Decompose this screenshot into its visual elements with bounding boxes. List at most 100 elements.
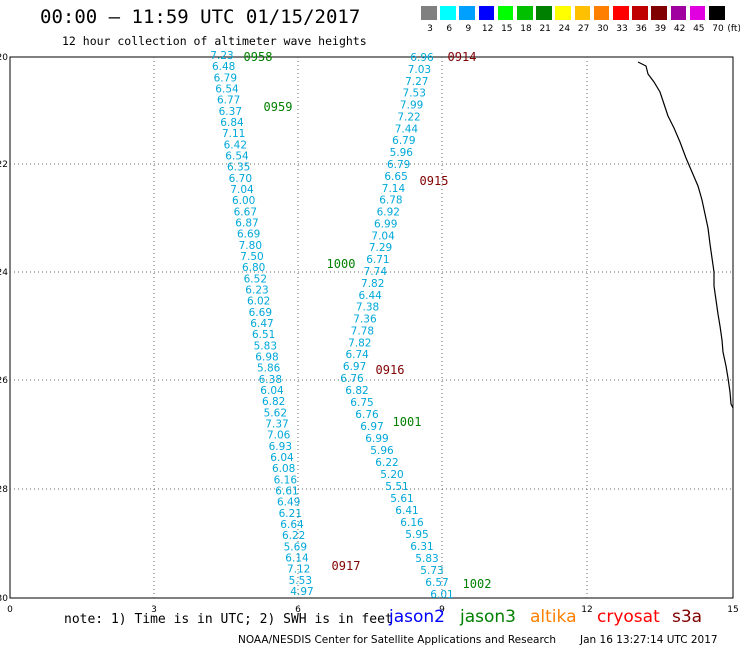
wave-height-label: 7.82 bbox=[348, 337, 371, 349]
wave-height-label: 6.54 bbox=[225, 151, 249, 163]
wave-height-label: 6.92 bbox=[377, 207, 400, 219]
legend-swatch bbox=[632, 6, 648, 20]
wave-height-label: 6.79 bbox=[392, 135, 415, 147]
legend-label: 33 bbox=[616, 24, 628, 34]
wave-height-label: 6.37 bbox=[219, 106, 242, 118]
legend-label: 36 bbox=[635, 24, 647, 34]
timestamp-text: Jan 16 13:27:14 UTC 2017 bbox=[580, 634, 718, 646]
wave-height-label: 6.49 bbox=[277, 497, 300, 509]
legend-label: 9 bbox=[465, 24, 472, 34]
wave-height-label: 5.96 bbox=[390, 147, 414, 159]
chart-title: 00:00 – 11:59 UTC 01/15/2017 bbox=[40, 6, 361, 28]
satellite-name-s3a: s3a bbox=[672, 607, 703, 627]
legend-label: 70 bbox=[712, 24, 724, 34]
wave-height-label: 6.08 bbox=[272, 463, 295, 475]
wave-height-label: 6.67 bbox=[234, 206, 257, 218]
legend-unit: (ft) bbox=[727, 24, 740, 34]
pass-time-label: 0917 bbox=[332, 559, 361, 573]
pass-time-label: 1002 bbox=[463, 577, 492, 591]
wave-height-label: 5.95 bbox=[405, 529, 428, 541]
wave-height-label: 6.35 bbox=[227, 162, 250, 174]
wave-height-label: 7.78 bbox=[351, 325, 374, 337]
plot-frame bbox=[9, 56, 734, 599]
legend-swatch bbox=[555, 6, 571, 20]
note-text: note: 1) Time is in UTC; 2) SWH is in fe… bbox=[64, 612, 393, 627]
wave-height-label: 7.03 bbox=[408, 64, 431, 76]
legend-swatch bbox=[536, 6, 552, 20]
pass-time-label: 0959 bbox=[264, 100, 293, 114]
wave-height-label: 6.01 bbox=[430, 589, 453, 601]
wave-height-label: 7.80 bbox=[239, 240, 262, 252]
wave-height-label: 7.50 bbox=[240, 251, 263, 263]
wave-height-label: 6.82 bbox=[345, 385, 368, 397]
wave-height-label: 7.29 bbox=[369, 242, 392, 254]
wave-height-label: 6.16 bbox=[400, 517, 424, 529]
wave-height-label: 5.83 bbox=[415, 553, 438, 565]
x-tick-label: 6 bbox=[295, 605, 301, 615]
legend-swatch bbox=[440, 6, 456, 20]
wave-height-label: 6.76 bbox=[340, 373, 364, 385]
wave-height-label: 6.47 bbox=[250, 318, 273, 330]
wave-height-label: 5.83 bbox=[254, 340, 277, 352]
x-tick-label: 15 bbox=[727, 605, 738, 615]
wave-height-label: 6.64 bbox=[280, 519, 304, 531]
legend-swatch bbox=[574, 6, 591, 20]
wave-height-label: 6.96 bbox=[410, 52, 434, 64]
satellite-name-cryosat: cryosat bbox=[597, 607, 660, 627]
wave-height-label: 6.57 bbox=[425, 577, 448, 589]
wave-height-label: 6.93 bbox=[269, 441, 292, 453]
wave-height-label: 6.23 bbox=[245, 285, 268, 297]
wave-height-label: 5.62 bbox=[264, 407, 287, 419]
wave-height-label: 5.53 bbox=[289, 575, 312, 587]
satellite-name-jason2: jason2 bbox=[389, 607, 445, 627]
wave-height-label: 6.74 bbox=[345, 349, 369, 361]
wave-height-label: 7.14 bbox=[382, 183, 406, 195]
wave-height-label: 6.79 bbox=[387, 159, 410, 171]
legend-swatch bbox=[593, 6, 610, 20]
wave-height-label: 6.79 bbox=[214, 72, 237, 84]
wave-height-label: 7.22 bbox=[397, 111, 420, 123]
wave-height-label: 6.52 bbox=[244, 273, 267, 285]
wave-height-label: 6.84 bbox=[220, 117, 244, 129]
wave-height-label: 6.99 bbox=[374, 218, 397, 230]
wave-height-label: 6.99 bbox=[365, 433, 388, 445]
legend-swatch bbox=[651, 6, 667, 20]
legend-label: 21 bbox=[539, 24, 551, 34]
legend-swatch bbox=[670, 6, 687, 20]
legend-swatch bbox=[689, 6, 706, 20]
wave-height-label: 7.74 bbox=[364, 266, 388, 278]
coastline bbox=[637, 61, 734, 409]
satellite-name-altika: altika bbox=[530, 607, 577, 627]
wave-height-label: 5.61 bbox=[390, 493, 413, 505]
legend-label: 42 bbox=[673, 24, 686, 34]
wave-height-label: 6.54 bbox=[215, 84, 239, 96]
wave-height-label: 5.20 bbox=[380, 469, 403, 481]
wave-height-label: 7.04 bbox=[371, 230, 395, 242]
wave-height-label: 6.04 bbox=[270, 452, 294, 464]
wave-height-label: 6.97 bbox=[360, 421, 383, 433]
wave-height-label: 6.22 bbox=[375, 457, 398, 469]
pass-time-label: 1000 bbox=[327, 257, 356, 271]
legend-swatch bbox=[613, 6, 629, 20]
legend-label: 45 bbox=[693, 24, 705, 34]
wave-height-label: 6.38 bbox=[259, 374, 282, 386]
chart-subtitle: 12 hour collection of altimeter wave hei… bbox=[62, 34, 367, 48]
legend-label: 6 bbox=[446, 24, 453, 34]
wave-height-label: 6.44 bbox=[358, 290, 382, 302]
wave-height-label: 6.76 bbox=[355, 409, 379, 421]
x-tick-label: 0 bbox=[7, 605, 13, 615]
pass-time-label: 0915 bbox=[420, 174, 449, 188]
wave-height-label: 6.97 bbox=[343, 361, 366, 373]
wave-height-label: 4.97 bbox=[290, 586, 313, 598]
wave-height-label: 7.53 bbox=[403, 88, 426, 100]
wave-height-label: 5.69 bbox=[284, 541, 307, 553]
y-tick-label: -30 bbox=[0, 594, 8, 604]
wave-height-label: 6.70 bbox=[229, 173, 252, 185]
legend-label: 3 bbox=[427, 24, 433, 34]
wave-height-label: 6.22 bbox=[282, 530, 305, 542]
y-tick-label: -26 bbox=[0, 376, 8, 386]
wave-height-label: 6.51 bbox=[252, 329, 275, 341]
wave-height-label: 6.00 bbox=[232, 195, 255, 207]
wave-height-label: 6.69 bbox=[249, 307, 272, 319]
legend-swatch bbox=[421, 6, 437, 20]
